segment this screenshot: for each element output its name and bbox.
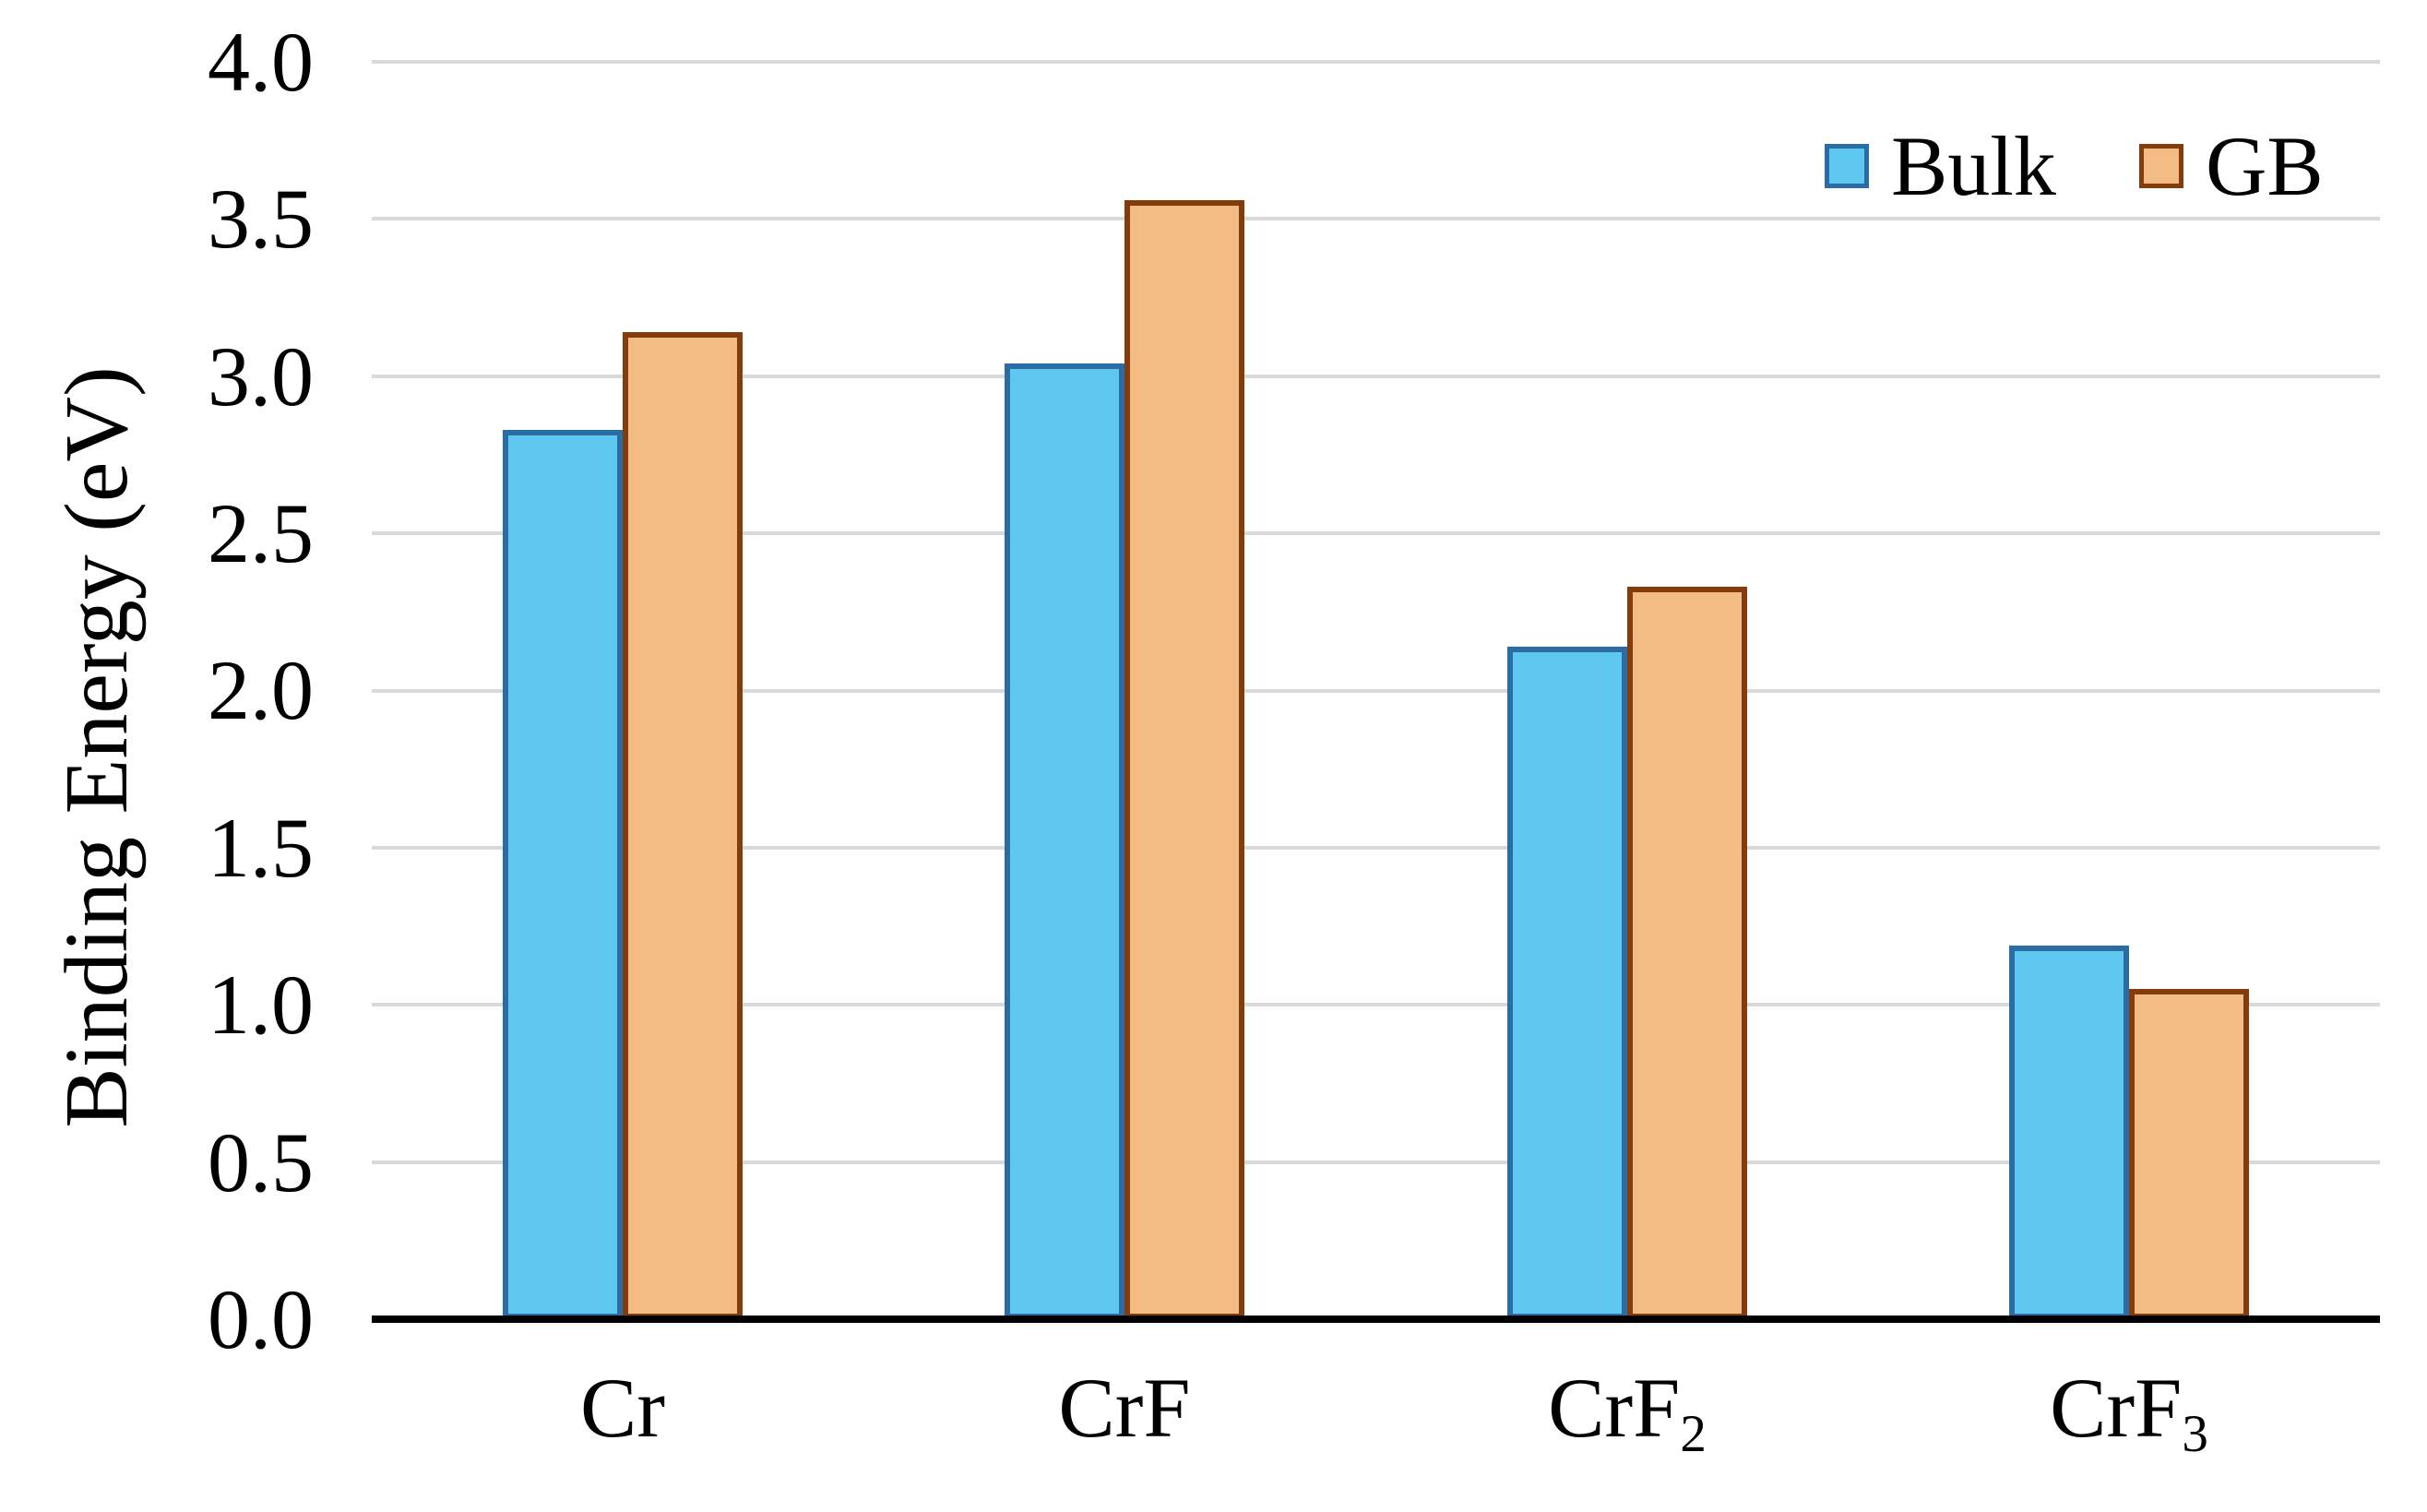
bar-group-cr (372, 62, 874, 1319)
bar-gb-cr (623, 332, 744, 1319)
gridline-3-5 (372, 217, 2380, 221)
bar-group-crf (874, 62, 1375, 1319)
legend-item-gb: GB (2138, 119, 2324, 213)
y-tick-label-4-0: 4.0 (208, 15, 314, 109)
gridline-1-0 (372, 1003, 2380, 1007)
y-tick-label-0-5: 0.5 (208, 1115, 314, 1209)
bar-gb-crf (1124, 199, 1245, 1319)
legend-label-bulk: Bulk (1891, 119, 2056, 213)
gridline-4-0 (372, 60, 2380, 64)
x-tick-label-crf2: CrF2 (1548, 1361, 1707, 1463)
x-axis-line (372, 1316, 2380, 1323)
x-axis-labels: Cr CrF CrF2 CrF3 (0, 1365, 2427, 1504)
bar-gb-crf2 (1626, 587, 1747, 1319)
gridline-2-5 (372, 531, 2380, 536)
bar-bulk-cr (503, 429, 624, 1319)
plot-area (372, 60, 2380, 1323)
gridline-2-0 (372, 688, 2380, 693)
legend-item-bulk: Bulk (1825, 124, 2056, 208)
y-tick-label-1-5: 1.5 (208, 801, 314, 895)
gridline-0-5 (372, 1160, 2380, 1164)
gridline-1-5 (372, 845, 2380, 850)
y-tick-label-1-0: 1.0 (208, 958, 314, 1052)
legend-label-gb: GB (2205, 119, 2324, 213)
y-tick-label-2-0: 2.0 (208, 643, 314, 737)
y-tick-label-3-5: 3.5 (208, 172, 314, 266)
bar-group-crf3 (1878, 62, 2380, 1319)
y-tick-label-3-0: 3.0 (208, 329, 314, 423)
legend: Bulk GB (1825, 124, 2324, 208)
bar-bulk-crf3 (2008, 945, 2129, 1319)
y-tick-label-2-5: 2.5 (208, 486, 314, 580)
legend-swatch-gb (2138, 144, 2183, 188)
x-tick-label-crf3: CrF3 (2050, 1361, 2208, 1463)
bar-bulk-crf (1005, 363, 1125, 1319)
y-tick-label-0-0: 0.0 (208, 1272, 314, 1366)
bar-group-crf2 (1376, 62, 1878, 1319)
x-tick-label-cr: Cr (580, 1361, 665, 1455)
bar-bulk-crf2 (1506, 646, 1627, 1319)
gridline-3-0 (372, 374, 2380, 378)
legend-swatch-bulk (1825, 144, 1869, 188)
bar-gb-crf3 (2128, 989, 2249, 1319)
x-tick-label-crf: CrF (1058, 1361, 1191, 1455)
